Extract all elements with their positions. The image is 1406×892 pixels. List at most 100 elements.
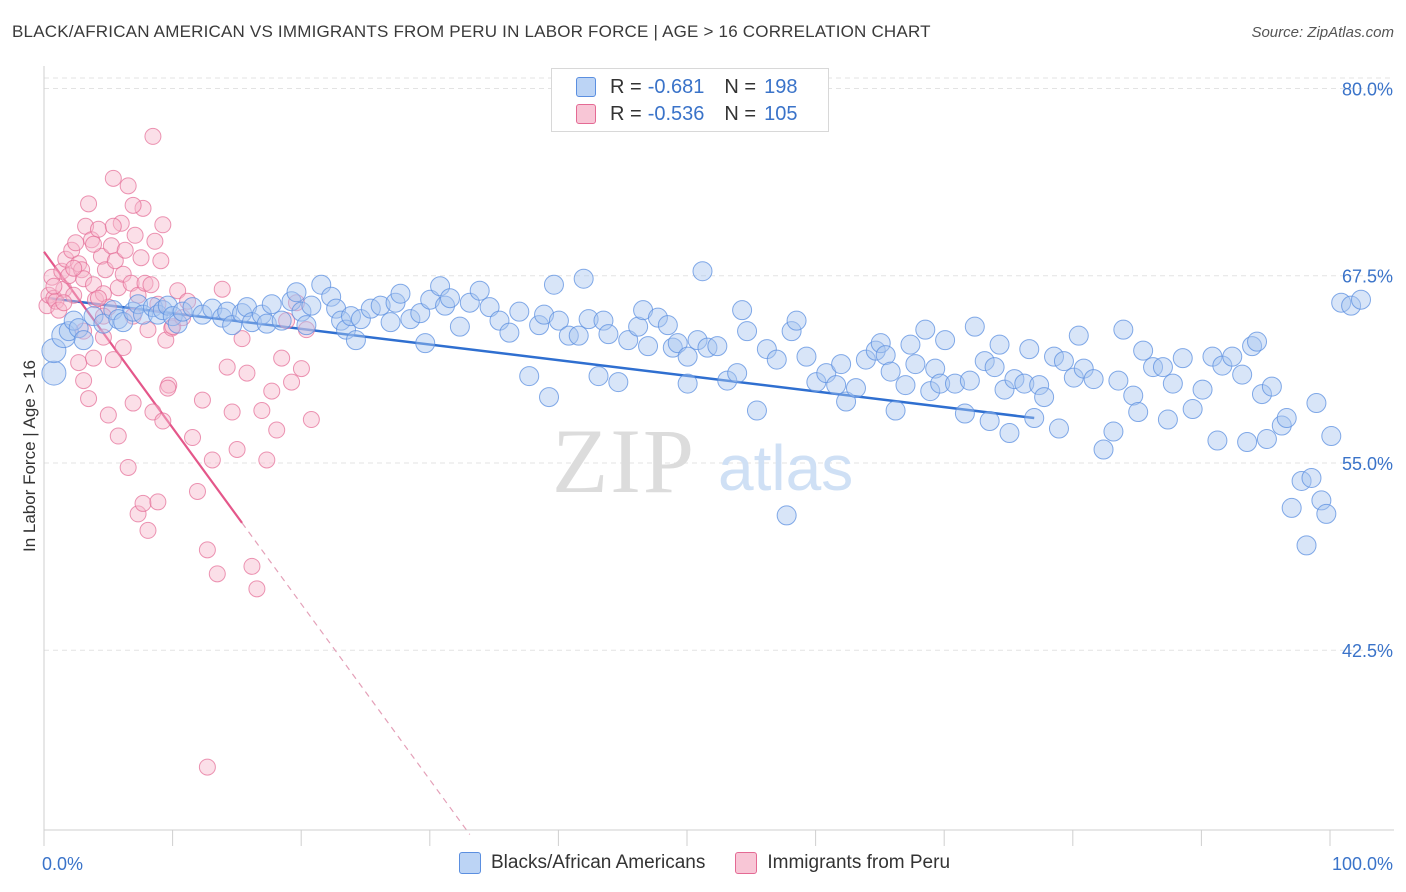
data-point-peru xyxy=(169,282,187,300)
data-point-peru xyxy=(248,580,266,598)
data-point-blacks xyxy=(945,373,966,394)
data-point-blacks xyxy=(83,306,104,327)
data-point-blacks xyxy=(935,330,956,351)
data-point-blacks xyxy=(1192,379,1213,400)
data-point-peru xyxy=(292,360,310,378)
legend-item-peru[interactable]: Immigrants from Peru xyxy=(735,852,950,874)
data-point-peru xyxy=(124,394,142,412)
data-point-peru xyxy=(198,541,216,559)
data-point-peru xyxy=(154,412,172,430)
data-point-blacks xyxy=(766,349,787,370)
data-point-peru xyxy=(132,249,150,267)
data-point-blacks xyxy=(291,301,312,322)
data-point-blacks xyxy=(964,316,985,337)
data-point-peru xyxy=(104,217,122,235)
data-point-blacks xyxy=(692,261,713,282)
data-point-peru xyxy=(134,199,152,217)
data-point-blacks xyxy=(920,381,941,402)
data-point-peru xyxy=(106,252,124,270)
data-point-blacks xyxy=(687,330,708,351)
r-label: R = xyxy=(610,75,642,98)
data-point-peru xyxy=(124,196,142,214)
data-point-peru xyxy=(89,289,107,307)
data-point-peru xyxy=(45,277,63,295)
data-point-blacks xyxy=(707,336,728,357)
data-point-peru xyxy=(89,220,107,238)
data-point-blacks xyxy=(628,316,649,337)
data-point-blacks xyxy=(786,310,807,331)
data-point-blacks xyxy=(420,289,441,310)
data-point-peru xyxy=(85,349,103,367)
blue-points xyxy=(41,261,1371,556)
data-point-blacks xyxy=(410,303,431,324)
legend-swatch-blue xyxy=(459,852,481,874)
data-point-blacks xyxy=(1256,429,1277,450)
data-point-blacks xyxy=(1247,331,1268,352)
data-point-blacks xyxy=(539,387,560,408)
data-point-blacks xyxy=(568,325,589,346)
data-point-blacks xyxy=(900,334,921,355)
data-point-peru xyxy=(253,402,271,420)
data-point-blacks xyxy=(469,280,490,301)
data-point-blacks xyxy=(385,292,406,313)
legend-row-blue: R = -0.681 N = 198 xyxy=(576,75,797,99)
data-point-blacks xyxy=(608,372,629,393)
data-point-blacks xyxy=(727,363,748,384)
n-value: 198 xyxy=(764,75,798,98)
data-point-blacks xyxy=(182,297,203,318)
y-tick-label: 67.5% xyxy=(1342,267,1393,287)
data-point-blacks xyxy=(321,286,342,307)
data-point-blacks xyxy=(776,505,797,526)
trend-line-peru xyxy=(43,251,243,524)
legend-item-blacks[interactable]: Blacks/African Americans xyxy=(459,852,705,874)
data-point-peru xyxy=(188,482,206,500)
data-point-blacks xyxy=(415,333,436,354)
data-point-peru xyxy=(144,127,162,145)
data-point-blacks xyxy=(697,337,718,358)
data-point-blacks xyxy=(489,310,510,331)
data-point-blacks xyxy=(370,295,391,316)
data-point-blacks xyxy=(548,310,569,331)
data-point-blacks xyxy=(905,354,926,375)
data-point-blacks xyxy=(1182,399,1203,420)
n-label: N = xyxy=(724,75,757,98)
data-point-blacks xyxy=(1276,408,1297,429)
data-point-peru xyxy=(218,358,236,376)
data-point-blacks xyxy=(647,307,668,328)
data-point-blacks xyxy=(103,300,124,321)
data-point-blacks xyxy=(1350,289,1371,310)
tick-labels: 80.0% 67.5% 55.0% 42.5% 0.0% 100.0% xyxy=(42,79,1393,874)
data-point-blacks xyxy=(746,400,767,421)
data-point-blacks xyxy=(915,319,936,340)
data-point-blacks xyxy=(222,315,243,336)
r-value: -0.681 xyxy=(647,75,705,98)
data-point-peru xyxy=(55,280,73,298)
data-point-peru xyxy=(243,557,261,575)
watermark-atlas: atlas xyxy=(718,432,853,504)
data-point-blacks xyxy=(73,330,94,351)
data-point-peru xyxy=(116,241,134,259)
data-point-blacks xyxy=(925,358,946,379)
y-axis-label: In Labor Force | Age > 16 xyxy=(20,359,39,553)
data-point-blacks xyxy=(1029,375,1050,396)
data-point-blacks xyxy=(217,301,238,322)
data-point-blacks xyxy=(657,315,678,336)
data-point-blacks xyxy=(241,312,262,333)
data-point-peru xyxy=(94,285,112,303)
data-point-blacks xyxy=(430,276,451,297)
data-point-blacks xyxy=(816,363,837,384)
data-point-blacks xyxy=(1128,402,1149,423)
data-point-blacks xyxy=(271,310,292,331)
data-point-peru xyxy=(104,351,122,369)
data-point-blacks xyxy=(1281,497,1302,518)
data-point-blacks xyxy=(1044,346,1065,367)
data-point-peru xyxy=(152,252,170,270)
data-point-blacks xyxy=(1301,467,1322,488)
data-point-blacks xyxy=(895,375,916,396)
data-point-blacks xyxy=(618,330,639,351)
data-point-blacks xyxy=(1237,432,1258,453)
data-point-blacks xyxy=(677,346,698,367)
r-value: -0.536 xyxy=(647,102,705,125)
data-point-blacks xyxy=(1222,346,1243,367)
data-point-peru xyxy=(109,279,127,297)
